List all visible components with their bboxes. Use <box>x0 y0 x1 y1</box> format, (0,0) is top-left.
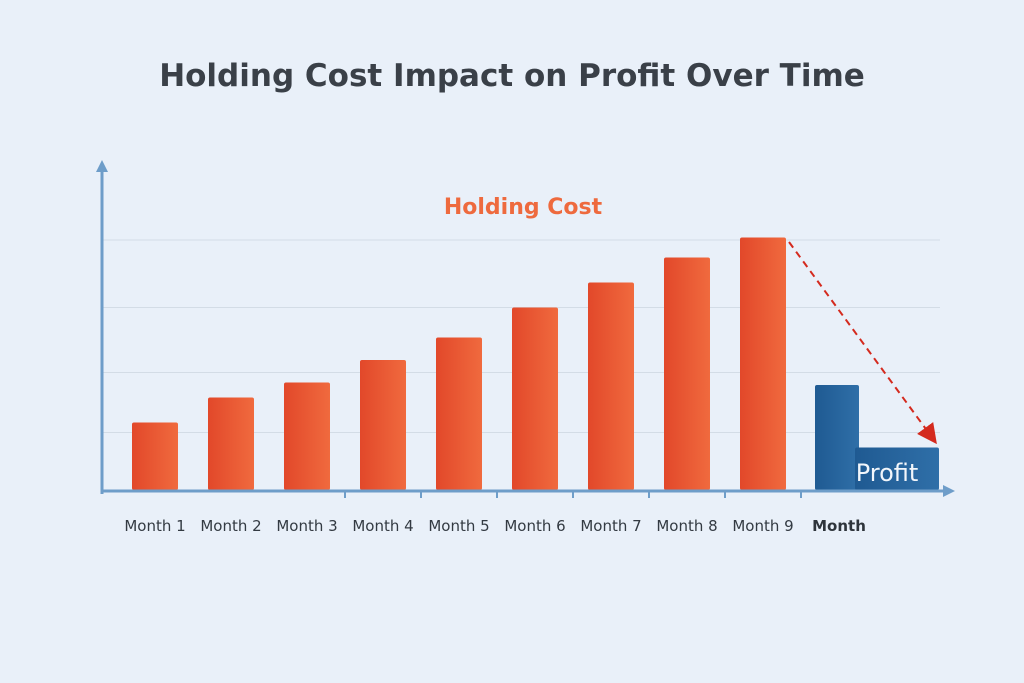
bar-profit-low <box>855 447 939 490</box>
bar-holding-cost <box>436 337 482 490</box>
x-tick-label: Month 7 <box>580 517 641 535</box>
bar-holding-cost <box>588 282 634 490</box>
x-axis-title: Month <box>812 517 866 535</box>
bar-holding-cost <box>284 382 330 490</box>
x-tick-label: Month 1 <box>124 517 185 535</box>
x-tick-label: Month 3 <box>276 517 337 535</box>
x-tick-label: Month 2 <box>200 517 261 535</box>
bar-holding-cost <box>208 397 254 490</box>
x-tick-label: Month 6 <box>504 517 565 535</box>
x-tick-label: Month 5 <box>428 517 489 535</box>
bar-holding-cost <box>132 422 178 490</box>
x-axis-arrow-icon <box>943 485 955 497</box>
bar-profit-high <box>815 385 859 490</box>
chart-title: Holding Cost Impact on Profit Over Time <box>159 58 865 94</box>
bar-holding-cost <box>360 360 406 490</box>
x-tick-label: Month 4 <box>352 517 413 535</box>
trend-arrow <box>788 241 937 445</box>
x-tick-label: Month 9 <box>732 517 793 535</box>
y-axis-arrow-icon <box>96 160 108 172</box>
profit-label: Profit <box>856 459 919 487</box>
bar-holding-cost <box>664 257 710 490</box>
bar-holding-cost <box>512 307 558 490</box>
x-tick-label: Month 8 <box>656 517 717 535</box>
legend-holding-cost: Holding Cost <box>444 195 603 220</box>
bar-holding-cost <box>740 237 786 490</box>
